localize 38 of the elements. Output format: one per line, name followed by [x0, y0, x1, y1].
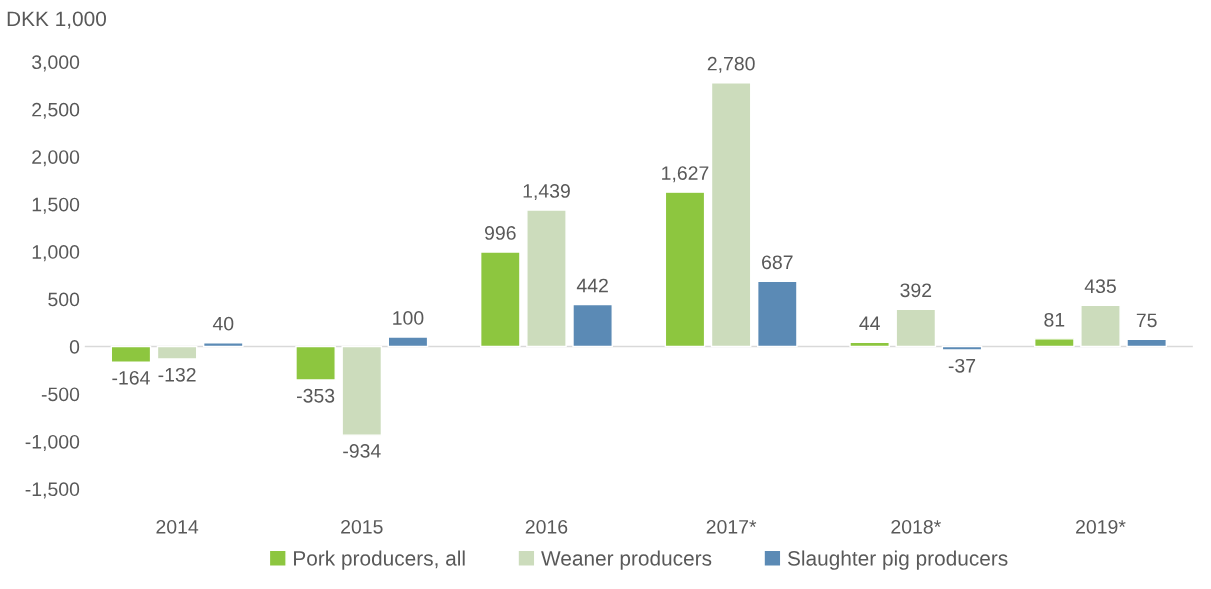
y-tick-label: 3,000 [32, 55, 80, 72]
data-label: 44 [859, 316, 880, 330]
y-tick-label: 500 [48, 292, 80, 307]
data-label: -934 [343, 444, 381, 458]
data-label: 40 [212, 316, 234, 331]
data-label: 442 [576, 278, 608, 293]
legend-label: Weaner producers [541, 550, 712, 570]
data-label: 392 [900, 283, 932, 298]
x-tick-label: 2015 [341, 519, 383, 534]
data-label: -164 [112, 370, 150, 385]
data-label: -353 [297, 388, 335, 403]
y-tick-label: 2,500 [32, 102, 80, 119]
data-label: 1,627 [662, 166, 709, 183]
data-label: 2,780 [707, 56, 755, 73]
data-label: 100 [393, 311, 424, 325]
y-tick-label: -1,000 [25, 434, 80, 451]
data-label: 687 [762, 255, 793, 270]
x-tick-label: 2014 [156, 519, 199, 534]
y-tick-label: 1,000 [32, 245, 80, 262]
y-tick-label: 0 [69, 340, 80, 354]
data-label: -132 [158, 367, 196, 382]
data-label: 75 [1136, 313, 1157, 328]
x-tick-label: 2018* [891, 519, 941, 534]
y-axis-title: DKK 1,000 [7, 11, 106, 29]
x-tick-label: 2019* [1076, 519, 1126, 534]
y-tick-label: 1,500 [32, 197, 80, 214]
data-label: -37 [948, 358, 976, 373]
legend-label: Pork producers, all [294, 550, 465, 570]
data-label: 1,439 [523, 184, 570, 201]
legend-label: Slaughter pig producers [787, 550, 1008, 570]
data-label: 435 [1084, 279, 1116, 294]
data-label: 81 [1044, 312, 1065, 327]
x-tick-label: 2016 [525, 519, 568, 534]
y-tick-label: -1,500 [25, 482, 80, 499]
y-tick-label: 2,000 [32, 150, 80, 167]
x-tick-label: 2017* [706, 519, 757, 534]
data-label: 996 [484, 226, 516, 240]
y-tick-label: -500 [41, 387, 80, 402]
